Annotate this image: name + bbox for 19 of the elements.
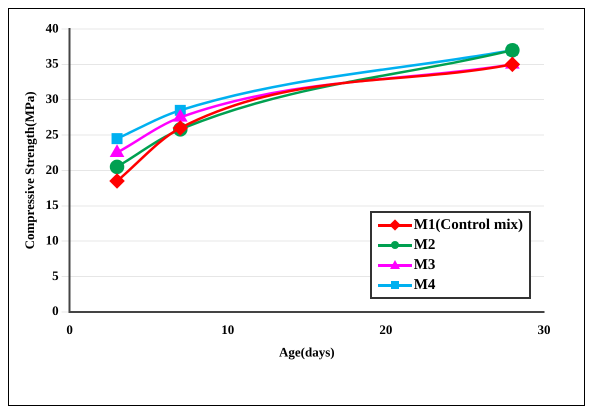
legend-label: M2 [414, 236, 436, 254]
x-tick-label: 30 [538, 322, 550, 337]
x-axis-title: Age(days) [278, 344, 335, 360]
y-tick-label: 25 [46, 126, 60, 142]
legend-label: M4 [414, 276, 436, 294]
y-axis-title: Compressive Strength(MPa) [22, 91, 38, 250]
y-tick-label: 10 [46, 232, 59, 248]
x-tick-label: 0 [66, 322, 73, 337]
legend-label: M3 [414, 256, 436, 274]
y-tick-label: 15 [46, 197, 60, 212]
y-tick-label: 35 [46, 56, 60, 71]
y-tick-label: 0 [52, 303, 59, 318]
y-tick-label: 5 [52, 268, 60, 283]
y-tick-label: 40 [46, 20, 59, 36]
y-tick-label: 20 [46, 162, 59, 177]
legend-label: M1(Control mix) [414, 216, 523, 234]
x-tick-label: 10 [221, 322, 234, 337]
y-tick-label: 30 [46, 91, 59, 106]
x-tick-label: 20 [379, 322, 392, 337]
